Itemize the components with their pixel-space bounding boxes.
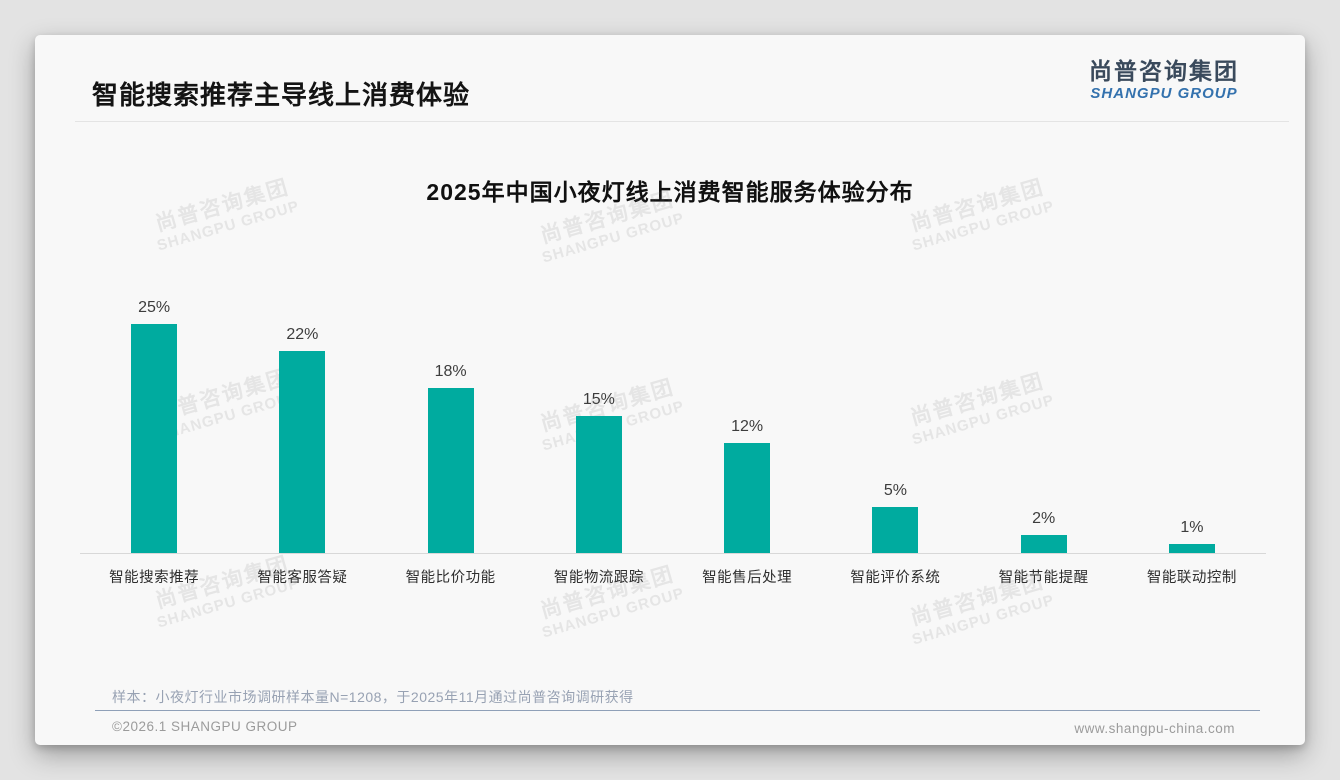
- bar-group: 25%: [80, 275, 228, 553]
- bar-value-label: 18%: [434, 363, 467, 380]
- category-label: 智能比价功能: [405, 570, 496, 586]
- plot-area: 25% 22% 18% 15% 12% 5% 2% 1%: [80, 275, 1266, 553]
- page-title: 智能搜索推荐主导线上消费体验: [92, 80, 471, 110]
- bar-group: 2%: [970, 275, 1118, 553]
- bar-group: 15%: [525, 275, 673, 553]
- category-label: 智能搜索推荐: [109, 570, 200, 586]
- bar-value-label: 2%: [1032, 510, 1056, 527]
- category-label: 智能售后处理: [702, 570, 793, 586]
- bar-group: 18%: [377, 275, 525, 553]
- category-row: 智能搜索推荐 智能客服答疑 智能比价功能 智能物流跟踪 智能售后处理 智能评价系统 智能节能…: [80, 566, 1266, 587]
- category-label: 智能评价系统: [850, 570, 941, 586]
- category-label: 智能客服答疑: [257, 570, 348, 586]
- logo-english-text: SHANGPU GROUP: [1090, 84, 1238, 102]
- bar-value-label: 12%: [731, 418, 764, 435]
- bar-value-label: 5%: [883, 482, 907, 499]
- category-label: 智能物流跟踪: [553, 570, 644, 586]
- company-logo: 尚普咨询集团 SHANGPU GROUP: [1089, 58, 1239, 103]
- watermark-english-text: SHANGPU GROUP: [910, 591, 1057, 649]
- bar-group: 12%: [673, 275, 821, 553]
- x-axis-line: [80, 553, 1266, 554]
- website-url: www.shangpu-china.com: [1074, 721, 1235, 736]
- slide-card: 智能搜索推荐主导线上消费体验 尚普咨询集团 SHANGPU GROUP 2025…: [35, 35, 1305, 745]
- bar: [427, 388, 474, 553]
- category-label: 智能节能提醒: [998, 570, 1089, 586]
- logo-chinese-text: 尚普咨询集团: [1089, 58, 1239, 84]
- bar-group: 1%: [1118, 275, 1266, 553]
- sample-footnote: 样本：小夜灯行业市场调研样本量N=1208，于2025年11月通过尚普咨询调研获…: [112, 689, 634, 705]
- bar: [724, 443, 771, 553]
- chart-title: 2025年中国小夜灯线上消费智能服务体验分布: [426, 179, 914, 205]
- bar-group: 5%: [821, 275, 969, 553]
- bar-value-label: 1%: [1180, 519, 1204, 536]
- watermark-english-text: SHANGPU GROUP: [540, 584, 687, 642]
- category-label: 智能联动控制: [1146, 570, 1237, 586]
- bar: [1020, 535, 1067, 553]
- copyright-text: ©2026.1 SHANGPU GROUP: [112, 719, 298, 734]
- watermark-english-text: SHANGPU GROUP: [540, 209, 687, 267]
- footer-divider: [95, 710, 1260, 711]
- bar-value-label: 15%: [582, 391, 615, 408]
- bar-value-label: 22%: [286, 326, 319, 343]
- bar: [131, 324, 178, 553]
- bar: [1168, 544, 1215, 553]
- bar: [575, 416, 622, 553]
- bar: [279, 351, 326, 553]
- bar-value-label: 25%: [138, 299, 171, 316]
- bar: [872, 507, 919, 553]
- header-divider: [75, 121, 1289, 122]
- bar-group: 22%: [228, 275, 376, 553]
